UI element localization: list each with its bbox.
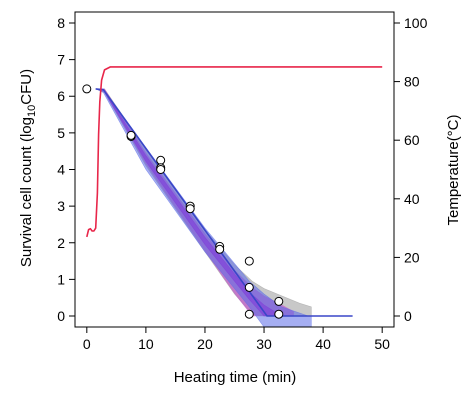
data-point (244, 282, 254, 292)
data-point (274, 309, 284, 319)
x-tick-label: 20 (197, 336, 213, 352)
data-point (185, 204, 195, 214)
fit-line (95, 88, 353, 317)
y-tick-right-label: 60 (404, 132, 420, 148)
x-tick-label: 30 (256, 336, 272, 352)
data-point (244, 309, 254, 319)
plot-content (82, 66, 383, 327)
y-tick-right-label: 0 (404, 308, 412, 324)
x-tick-label: 50 (374, 336, 390, 352)
y-tick-left-label: 7 (57, 52, 65, 68)
y-tick-left-label: 8 (57, 15, 65, 31)
y-tick-right-label: 20 (404, 249, 420, 265)
data-point (215, 244, 225, 254)
y-axis-left: 0 1 2 3 4 5 6 7 8 (57, 12, 76, 327)
data-point (82, 84, 92, 94)
y-axis-left-title-subscript: 10 (26, 105, 38, 117)
y-tick-right-label: 100 (404, 15, 428, 31)
x-tick-label: 40 (315, 336, 331, 352)
y-axis-left-title-main: Survival cell count (log (18, 117, 35, 267)
data-point (244, 256, 254, 266)
temperature-line (86, 66, 383, 238)
y-tick-left-label: 2 (57, 235, 65, 251)
x-axis-title: Heating time (min) (174, 369, 297, 386)
y-tick-left-label: 0 (57, 308, 65, 324)
y-tick-left-label: 3 (57, 198, 65, 214)
data-point (274, 296, 284, 306)
y-tick-left-label: 5 (57, 125, 65, 141)
data-point (156, 165, 166, 174)
x-tick-label: 10 (138, 336, 154, 352)
y-tick-left-label: 4 (57, 162, 65, 178)
x-axis: 0 10 20 30 40 50 (75, 326, 394, 352)
data-point (156, 155, 166, 165)
x-tick-label: 0 (83, 336, 91, 352)
y-tick-left-label: 1 (57, 271, 65, 287)
y-axis-right-title: Temperature(°C) (445, 114, 462, 225)
y-axis-right: 0 20 40 60 80 100 (393, 12, 428, 327)
data-point (126, 130, 136, 140)
y-tick-right-label: 80 (404, 74, 420, 90)
y-axis-left-title: Survival cell count (log10CFU) (18, 69, 38, 267)
y-axis-left-title-end: CFU) (18, 69, 35, 105)
y-tick-right-label: 40 (404, 191, 420, 207)
y-tick-left-label: 6 (57, 88, 65, 104)
plot-area (82, 66, 383, 327)
